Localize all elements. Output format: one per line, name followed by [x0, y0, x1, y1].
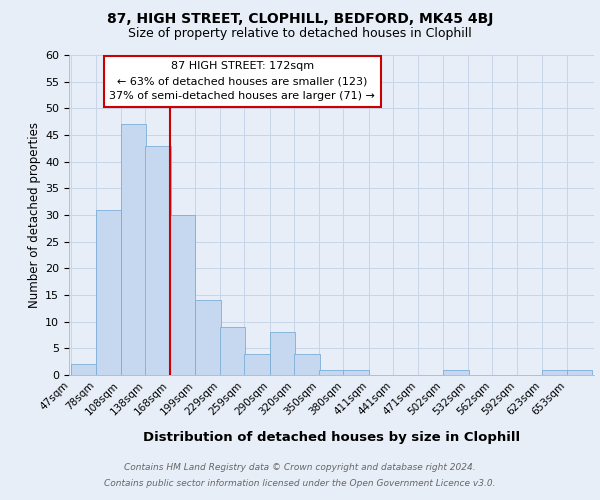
Bar	[542, 370, 568, 375]
Text: Size of property relative to detached houses in Clophill: Size of property relative to detached ho…	[128, 28, 472, 40]
Y-axis label: Number of detached properties: Number of detached properties	[28, 122, 41, 308]
Bar	[294, 354, 320, 375]
Bar	[244, 354, 269, 375]
Text: 87 HIGH STREET: 172sqm
← 63% of detached houses are smaller (123)
37% of semi-de: 87 HIGH STREET: 172sqm ← 63% of detached…	[109, 62, 375, 101]
Bar	[269, 332, 295, 375]
Bar	[71, 364, 96, 375]
Bar	[145, 146, 170, 375]
Text: 87, HIGH STREET, CLOPHILL, BEDFORD, MK45 4BJ: 87, HIGH STREET, CLOPHILL, BEDFORD, MK45…	[107, 12, 493, 26]
Bar	[567, 370, 592, 375]
Text: Contains public sector information licensed under the Open Government Licence v3: Contains public sector information licen…	[104, 478, 496, 488]
Bar	[195, 300, 221, 375]
Bar	[220, 327, 245, 375]
Bar	[96, 210, 121, 375]
Bar	[319, 370, 344, 375]
X-axis label: Distribution of detached houses by size in Clophill: Distribution of detached houses by size …	[143, 430, 520, 444]
Bar	[121, 124, 146, 375]
Bar	[170, 215, 195, 375]
Bar	[343, 370, 369, 375]
Text: Contains HM Land Registry data © Crown copyright and database right 2024.: Contains HM Land Registry data © Crown c…	[124, 464, 476, 472]
Bar	[443, 370, 469, 375]
